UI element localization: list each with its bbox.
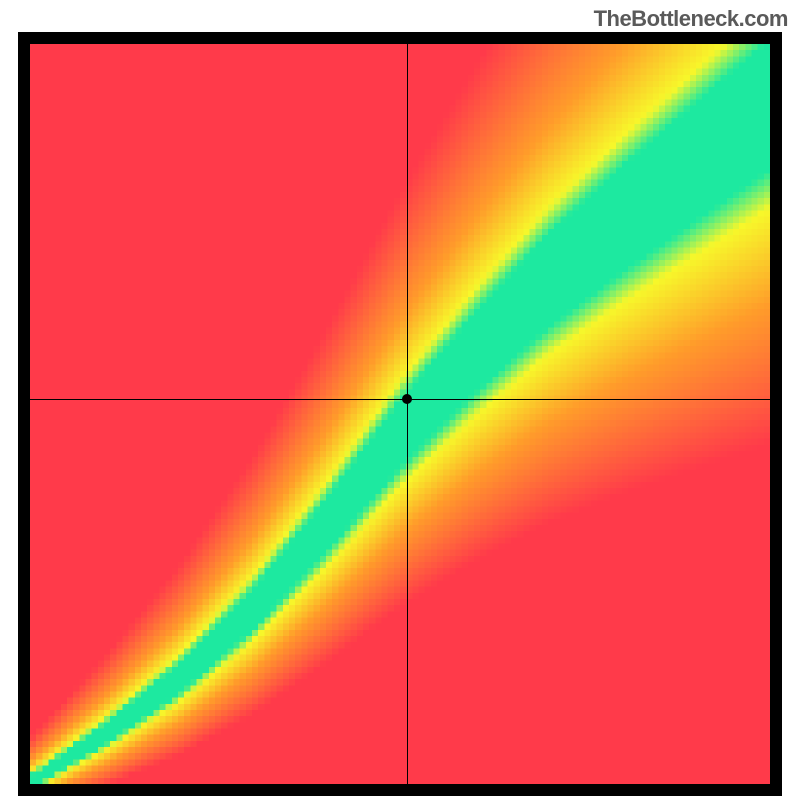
watermark-text: TheBottleneck.com	[594, 6, 788, 32]
marker-dot	[402, 394, 412, 404]
heatmap-frame	[18, 32, 782, 796]
heatmap-canvas	[30, 44, 770, 784]
crosshair-horizontal	[30, 399, 770, 400]
crosshair-vertical	[407, 44, 408, 784]
